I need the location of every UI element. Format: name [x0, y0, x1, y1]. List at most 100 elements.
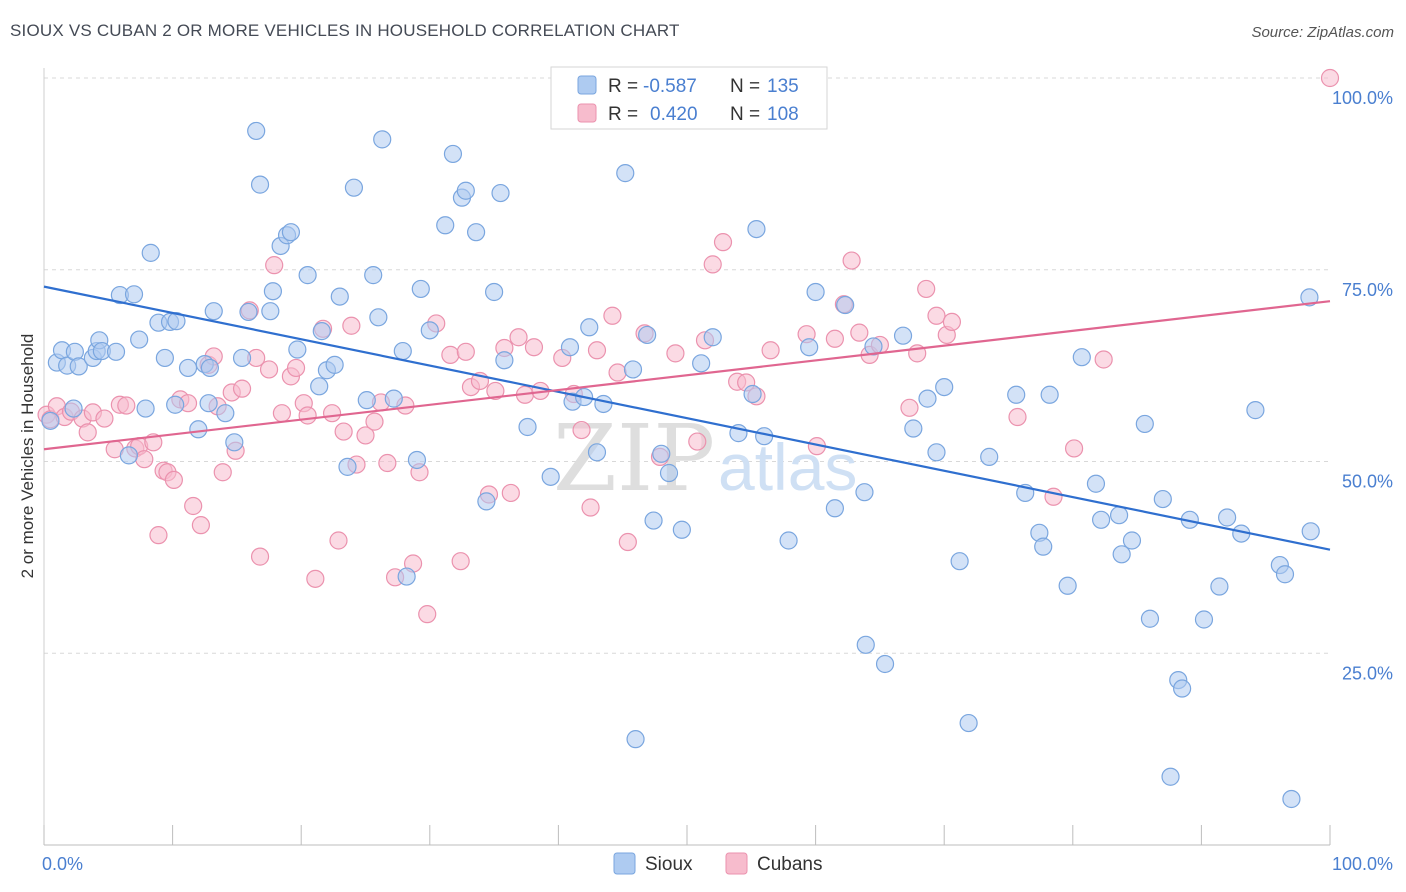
sioux-point-65 — [495, 351, 514, 370]
sioux-n-value: 135 — [767, 76, 799, 97]
sioux-swatch — [577, 75, 597, 95]
sioux-point-50 — [369, 308, 388, 327]
sioux-point-84 — [743, 384, 762, 404]
cubans-point-59 — [451, 552, 470, 571]
sioux-point-13 — [119, 446, 138, 465]
sioux-points — [41, 121, 1320, 809]
sioux-point-104 — [1007, 385, 1026, 404]
axes — [43, 68, 1331, 846]
cubans-point-6 — [78, 423, 97, 442]
sioux-point-68 — [560, 338, 580, 357]
sioux-point-127 — [1246, 401, 1265, 420]
sioux-point-63 — [485, 282, 504, 302]
cubans-point-74 — [581, 498, 600, 517]
cubans-n-value: 108 — [767, 104, 799, 125]
sioux-point-44 — [325, 355, 344, 374]
sioux-point-14 — [124, 285, 144, 304]
stats-legend-box — [550, 66, 828, 130]
sioux-point-101 — [950, 552, 969, 571]
sioux-point-29 — [225, 433, 244, 452]
sioux-point-27 — [204, 302, 223, 321]
sioux-point-64 — [491, 183, 510, 203]
sioux-point-76 — [638, 325, 657, 345]
cubans-point-60 — [456, 342, 475, 361]
sioux-point-72 — [587, 443, 607, 462]
cubans-point-35 — [265, 256, 284, 275]
cubans-swatch — [577, 103, 597, 123]
sioux-point-17 — [141, 243, 160, 262]
cubans-point-94 — [842, 251, 861, 270]
sioux-point-75 — [623, 360, 643, 379]
sioux-point-66 — [518, 417, 537, 437]
sioux-point-93 — [856, 635, 875, 654]
sioux-point-41 — [310, 377, 329, 396]
cubans-point-89 — [761, 341, 780, 360]
x-tick-label-1: 100.0% — [1332, 854, 1393, 874]
cubans-point-51 — [378, 453, 397, 473]
sioux-point-95 — [875, 654, 895, 674]
cubans-point-16 — [149, 526, 168, 545]
sioux-point-26 — [200, 358, 219, 378]
cubans-point-40 — [298, 406, 317, 425]
cubans-point-104 — [1008, 407, 1027, 427]
cubans-point-85 — [713, 233, 733, 252]
sioux-point-23 — [178, 358, 198, 378]
sioux-point-103 — [980, 447, 999, 466]
sioux-point-57 — [436, 216, 455, 235]
sioux-point-39 — [288, 340, 307, 359]
sioux-point-107 — [1034, 537, 1053, 556]
sioux-point-74 — [616, 164, 635, 183]
sioux-point-56 — [420, 321, 439, 340]
sioux-point-115 — [1122, 531, 1142, 550]
sioux-point-32 — [247, 121, 266, 141]
legend-cubans-label: Cubans — [757, 854, 823, 875]
cubans-point-46 — [342, 316, 361, 335]
x-tick-label-0: 0.0% — [42, 854, 83, 874]
sioux-point-133 — [626, 730, 645, 749]
tick-labels: 100.0% 75.0% 50.0% 25.0% 0.0% 100.0% — [42, 88, 1393, 874]
sioux-point-67 — [541, 467, 560, 486]
sioux-point-92 — [855, 483, 874, 502]
cubans-point-58 — [441, 345, 460, 364]
sioux-point-54 — [407, 450, 427, 470]
cubans-point-45 — [334, 422, 353, 441]
sioux-point-89 — [806, 282, 825, 302]
sioux-point-113 — [1109, 506, 1129, 525]
chart-title: SIOUX VS CUBAN 2 OR MORE VEHICLES IN HOU… — [10, 21, 680, 40]
cubans-point-78 — [618, 532, 637, 552]
sioux-point-34 — [261, 302, 280, 321]
sioux-point-38 — [281, 223, 301, 242]
cubans-point-84 — [703, 255, 722, 274]
cubans-point-73 — [572, 420, 591, 440]
sioux-point-6 — [69, 357, 88, 376]
cubans-point-49 — [365, 412, 384, 431]
cubans-point-107 — [1094, 350, 1113, 369]
source-credit: Source: ZipAtlas.com — [1251, 24, 1394, 41]
stats-legend: R = -0.587 N = 135 R = 0.420 N = 108 — [550, 66, 828, 130]
legend-sioux-label: Sioux — [645, 854, 693, 875]
sioux-point-11 — [106, 342, 126, 361]
sioux-point-98 — [918, 389, 937, 408]
cubans-point-11 — [117, 396, 136, 415]
sioux-point-24 — [189, 420, 208, 439]
sioux-point-51 — [373, 130, 392, 149]
sioux-point-100 — [935, 378, 954, 397]
sioux-point-96 — [893, 326, 913, 345]
sioux-point-88 — [800, 338, 819, 357]
cubans-point-38 — [286, 358, 306, 378]
sioux-point-53 — [397, 567, 416, 586]
sioux-point-118 — [1153, 489, 1172, 509]
legend-cubans-swatch — [725, 852, 748, 875]
sioux-point-58 — [443, 144, 463, 164]
sioux-point-0 — [41, 411, 60, 430]
cubans-point-23 — [191, 516, 210, 535]
cubans-point-106 — [1064, 439, 1084, 458]
cubans-point-33 — [250, 547, 270, 566]
cubans-point-34 — [259, 360, 279, 379]
watermark: ZIP atlas — [553, 405, 857, 512]
sioux-point-77 — [644, 511, 663, 530]
sioux-point-33 — [250, 175, 270, 194]
cubans-point-19 — [164, 470, 183, 490]
sioux-point-117 — [1140, 609, 1160, 628]
